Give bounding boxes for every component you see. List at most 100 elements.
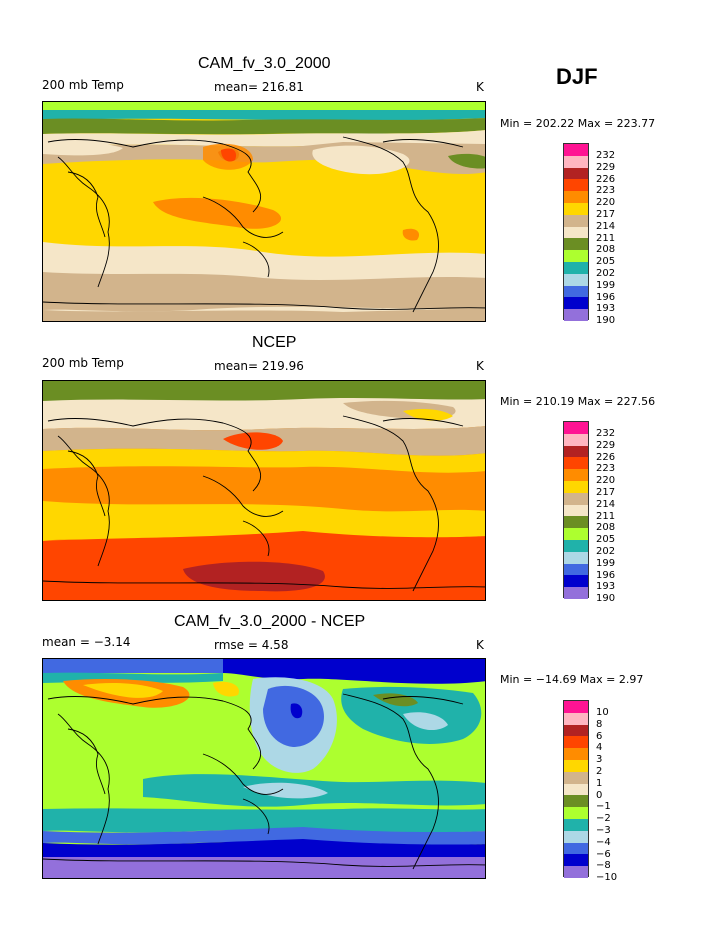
colorbar-swatch xyxy=(564,261,588,274)
panel-3-mean-label: mean = −3.14 xyxy=(42,635,131,649)
panel-2-contour-field xyxy=(43,381,485,600)
panel-1-mean-label: mean= 216.81 xyxy=(214,80,304,94)
panel-2-minmax: Min = 210.19 Max = 227.56 xyxy=(500,395,656,408)
colorbar-swatch xyxy=(564,167,588,180)
panel-3-minmax: Min = −14.69 Max = 2.97 xyxy=(500,673,644,686)
colorbar-swatch xyxy=(564,433,588,446)
colorbar-tick-label: 226 xyxy=(596,451,616,463)
colorbar-swatch xyxy=(564,563,588,576)
colorbar-swatch xyxy=(564,551,588,564)
colorbar-swatch xyxy=(564,422,588,434)
colorbar-tick-label: 8 xyxy=(596,718,603,730)
colorbar-swatch xyxy=(564,748,588,760)
colorbar-tick-label: 196 xyxy=(596,291,616,303)
colorbar-swatch xyxy=(564,771,588,784)
colorbar-swatch xyxy=(564,854,588,867)
season-label: DJF xyxy=(556,64,598,89)
colorbar-tick-label: −1 xyxy=(596,801,611,813)
panel-1-map xyxy=(42,101,486,322)
panel-2-mean-label: mean= 219.96 xyxy=(214,359,304,373)
colorbar-swatch xyxy=(564,179,588,192)
colorbar-tick-label: 220 xyxy=(596,197,616,209)
colorbar-swatch xyxy=(564,191,588,203)
panel-3-colorbar xyxy=(563,700,589,878)
colorbar-tick-label: 2 xyxy=(596,765,603,777)
panel-2-map xyxy=(42,380,486,601)
colorbar-tick-label: −8 xyxy=(596,860,611,872)
colorbar-tick-label: 190 xyxy=(596,315,616,327)
colorbar-swatch xyxy=(564,724,588,737)
panel-1-colorbar-ticks: 232 229 226 223 220 217 214 211 208 205 202 199 196 1… xyxy=(596,150,615,327)
colorbar-tick-label: 208 xyxy=(596,244,616,256)
colorbar-tick-label: −10 xyxy=(596,872,618,884)
colorbar-tick-label: 217 xyxy=(596,208,616,220)
panel-3-map xyxy=(42,658,486,879)
colorbar-tick-label: 202 xyxy=(596,545,616,557)
colorbar-tick-label: 223 xyxy=(596,185,616,197)
colorbar-tick-label: 199 xyxy=(596,557,616,569)
colorbar-swatch xyxy=(564,144,588,156)
panel-1-minmax: Min = 202.22 Max = 223.77 xyxy=(500,117,656,130)
colorbar-tick-label: 205 xyxy=(596,534,616,546)
colorbar-tick-label: 3 xyxy=(596,754,603,766)
colorbar-tick-label: 190 xyxy=(596,593,616,605)
panel-1-colorbar xyxy=(563,143,589,321)
colorbar-tick-label: −6 xyxy=(596,848,611,860)
panel-1-units-label: K xyxy=(476,80,484,94)
colorbar-swatch xyxy=(564,285,588,298)
colorbar-tick-label: 202 xyxy=(596,267,616,279)
panel-3-title: CAM_fv_3.0_2000 - NCEP xyxy=(174,613,366,630)
colorbar-tick-label: 232 xyxy=(596,150,616,161)
colorbar-swatch xyxy=(564,504,588,517)
panel-1-variable-label: 200 mb Temp xyxy=(42,78,124,92)
colorbar-swatch xyxy=(564,842,588,855)
colorbar-tick-label: 217 xyxy=(596,486,616,498)
colorbar-tick-label: 1 xyxy=(596,777,603,789)
colorbar-swatch xyxy=(564,297,588,310)
colorbar-swatch xyxy=(564,492,588,505)
colorbar-swatch xyxy=(564,457,588,470)
colorbar-swatch xyxy=(564,309,588,321)
colorbar-tick-label: 10 xyxy=(596,707,609,718)
colorbar-swatch xyxy=(564,866,588,878)
colorbar-swatch xyxy=(564,273,588,286)
colorbar-swatch xyxy=(564,575,588,588)
panel-2-colorbar xyxy=(563,421,589,599)
panel-3-colorbar-ticks: 10 8 6 4 3 2 1 0 −1 −2 −3 −4 −6 −8 −10 xyxy=(596,707,617,884)
panel-2-variable-label: 200 mb Temp xyxy=(42,356,124,370)
colorbar-swatch xyxy=(564,238,588,251)
panel-3-contour-field xyxy=(43,659,485,878)
colorbar-swatch xyxy=(564,214,588,227)
colorbar-swatch xyxy=(564,807,588,819)
panel-2-units-label: K xyxy=(476,359,484,373)
colorbar-tick-label: 196 xyxy=(596,569,616,581)
colorbar-tick-label: 232 xyxy=(596,428,616,439)
colorbar-swatch xyxy=(564,250,588,262)
colorbar-tick-label: 0 xyxy=(596,789,603,801)
colorbar-tick-label: 205 xyxy=(596,256,616,268)
colorbar-tick-label: 4 xyxy=(596,742,603,754)
colorbar-swatch xyxy=(564,445,588,458)
colorbar-swatch xyxy=(564,759,588,772)
panel-3-units-label: K xyxy=(476,638,484,652)
colorbar-tick-label: 211 xyxy=(596,510,616,522)
colorbar-tick-label: −2 xyxy=(596,813,611,825)
colorbar-swatch xyxy=(564,587,588,599)
colorbar-tick-label: 229 xyxy=(596,439,616,451)
colorbar-tick-label: 211 xyxy=(596,232,616,244)
colorbar-swatch xyxy=(564,528,588,540)
colorbar-swatch xyxy=(564,202,588,215)
colorbar-tick-label: 199 xyxy=(596,279,616,291)
colorbar-tick-label: 214 xyxy=(596,498,616,510)
colorbar-swatch xyxy=(564,480,588,493)
colorbar-tick-label: 220 xyxy=(596,475,616,487)
colorbar-tick-label: −4 xyxy=(596,836,611,848)
colorbar-tick-label: 208 xyxy=(596,522,616,534)
colorbar-swatch xyxy=(564,818,588,831)
colorbar-tick-label: 193 xyxy=(596,581,616,593)
colorbar-swatch xyxy=(564,226,588,239)
colorbar-swatch xyxy=(564,795,588,808)
colorbar-swatch xyxy=(564,736,588,749)
panel-1-contour-field xyxy=(43,102,485,321)
colorbar-swatch xyxy=(564,539,588,552)
